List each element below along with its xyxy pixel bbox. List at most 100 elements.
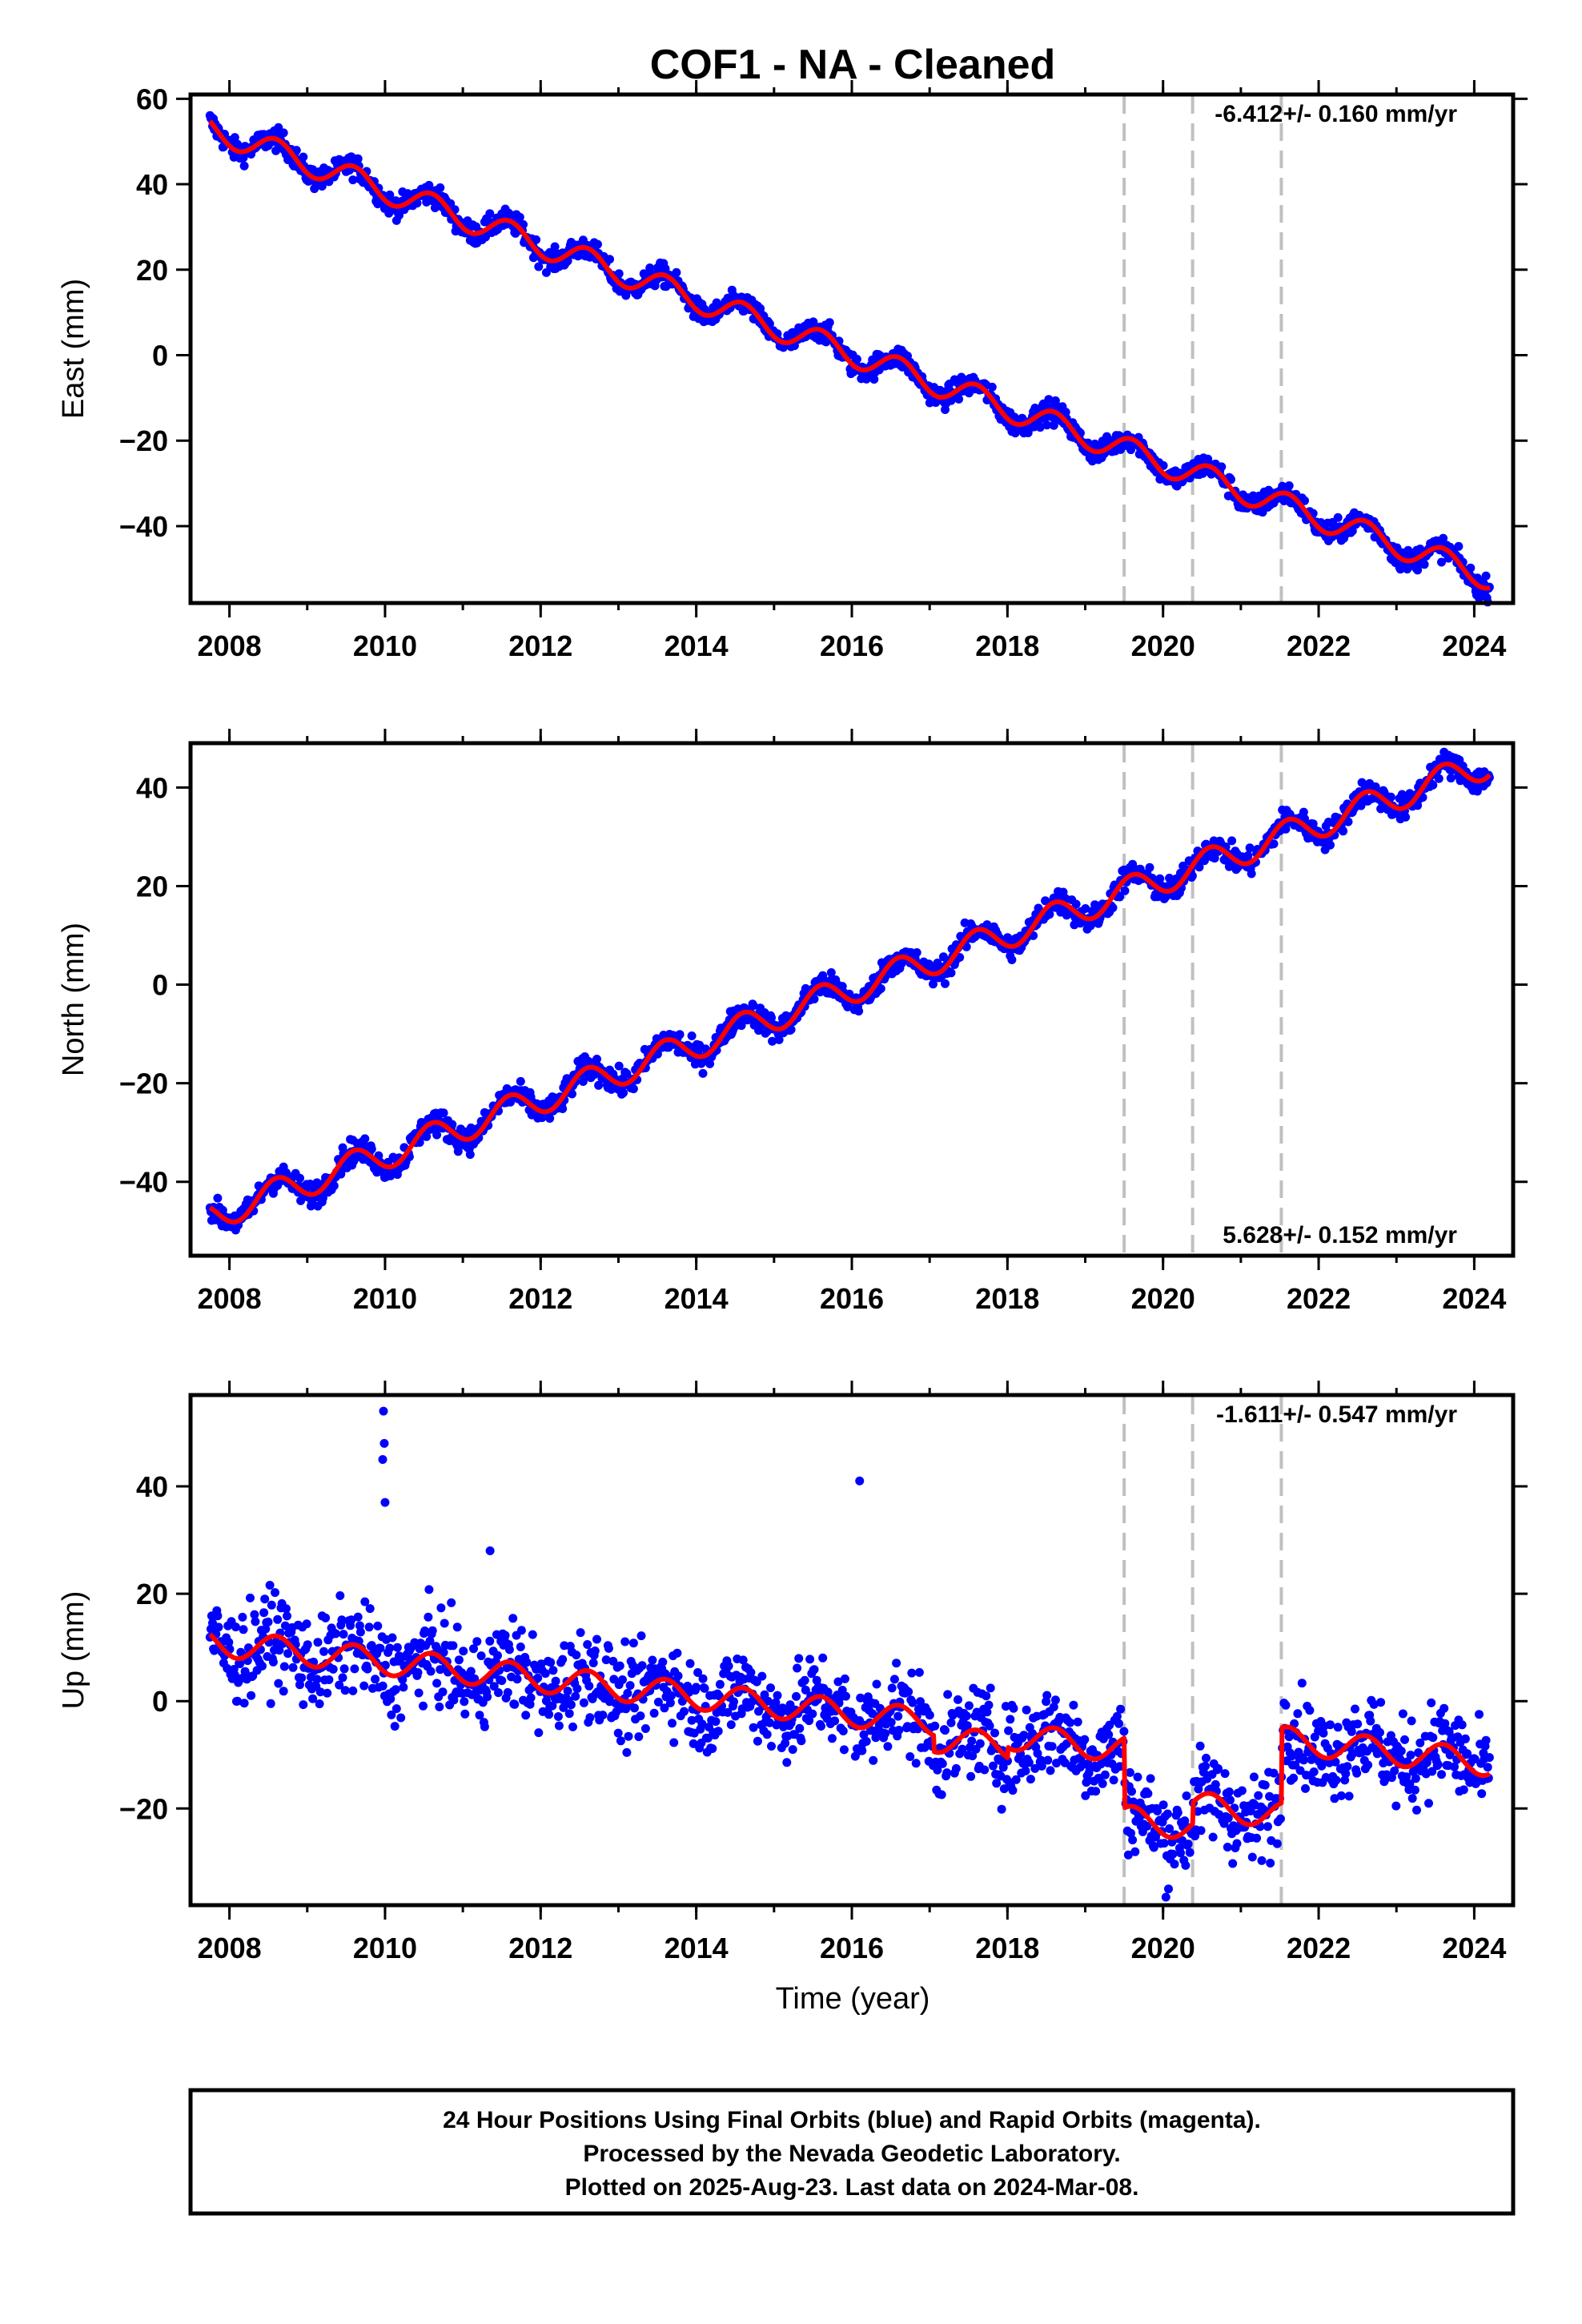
- data-point: [363, 1664, 372, 1674]
- data-point: [1333, 513, 1343, 522]
- data-point: [1263, 1822, 1272, 1831]
- data-point: [852, 355, 861, 364]
- data-point: [448, 1641, 458, 1651]
- data-point: [1401, 812, 1411, 822]
- data-point: [1437, 1770, 1446, 1779]
- data-point: [566, 1700, 576, 1710]
- data-point: [616, 1736, 625, 1746]
- data-point: [512, 1675, 522, 1684]
- data-point: [339, 1630, 348, 1639]
- x-tick-label: 2018: [975, 1932, 1039, 1964]
- data-point: [1009, 1703, 1018, 1713]
- data-point: [715, 1679, 725, 1689]
- data-point: [329, 1181, 339, 1191]
- data-point: [615, 1661, 624, 1671]
- footer-line-2: Processed by the Nevada Geodetic Laborat…: [583, 2141, 1120, 2167]
- data-point: [757, 1671, 767, 1681]
- data-point: [854, 1007, 864, 1016]
- data-point: [288, 1663, 298, 1672]
- data-point: [1344, 1791, 1354, 1801]
- data-point: [1116, 1704, 1126, 1714]
- data-point: [1021, 1766, 1030, 1775]
- data-point: [980, 1765, 990, 1775]
- data-point: [558, 1104, 568, 1113]
- x-tick-label: 2014: [665, 1932, 729, 1964]
- data-point: [1220, 1769, 1230, 1779]
- data-point: [941, 979, 950, 988]
- data-point: [353, 1612, 363, 1622]
- data-point: [1281, 1700, 1291, 1710]
- data-point: [1301, 1783, 1310, 1793]
- data-point: [1249, 1772, 1259, 1782]
- data-point: [528, 1630, 537, 1639]
- data-point: [658, 1657, 668, 1667]
- data-point: [350, 1664, 359, 1674]
- data-point: [619, 1088, 628, 1098]
- data-point: [485, 209, 495, 219]
- data-point: [1483, 1763, 1492, 1772]
- data-point: [907, 1668, 917, 1678]
- data-point: [762, 1730, 772, 1739]
- data-point: [1343, 1762, 1352, 1771]
- data-point: [630, 1703, 639, 1713]
- data-point: [1120, 886, 1130, 895]
- data-point: [883, 1742, 893, 1751]
- y-tick-label: 20: [136, 870, 168, 903]
- data-point: [1460, 1734, 1470, 1743]
- data-point: [291, 146, 301, 155]
- data-point: [550, 242, 560, 251]
- data-point: [1352, 1768, 1362, 1778]
- outlier-point: [379, 1438, 389, 1448]
- data-point: [319, 1647, 328, 1656]
- data-point: [1217, 462, 1227, 472]
- data-point: [590, 1647, 600, 1655]
- data-point: [493, 1651, 502, 1660]
- y-tick-label: 0: [152, 1685, 168, 1718]
- data-point: [668, 1719, 677, 1728]
- data-point: [1162, 1809, 1172, 1819]
- data-point: [830, 1716, 840, 1726]
- data-point: [268, 1657, 278, 1667]
- data-point: [1407, 1716, 1416, 1726]
- data-point: [1412, 1805, 1421, 1815]
- data-point: [516, 1626, 526, 1635]
- data-point: [359, 1681, 369, 1691]
- data-point: [378, 1681, 387, 1691]
- data-point: [353, 154, 363, 163]
- data-point: [711, 1717, 721, 1727]
- data-point: [534, 262, 544, 271]
- data-point: [1477, 1789, 1487, 1799]
- data-point: [414, 1688, 424, 1698]
- data-point: [584, 1681, 594, 1691]
- data-point: [526, 1693, 536, 1703]
- data-point: [1333, 1723, 1343, 1732]
- data-point: [1406, 1751, 1415, 1760]
- data-point: [904, 1687, 913, 1696]
- data-point: [990, 1728, 999, 1738]
- x-tick-label: 2016: [820, 1282, 884, 1315]
- data-point: [274, 1679, 283, 1688]
- data-point: [1309, 1767, 1319, 1776]
- data-point: [1035, 423, 1045, 432]
- data-point: [675, 1030, 685, 1039]
- data-point: [800, 1675, 809, 1685]
- data-point: [951, 1763, 961, 1773]
- data-point: [460, 1697, 469, 1707]
- outlier-point: [380, 1498, 390, 1507]
- data-point: [515, 212, 524, 222]
- data-point: [954, 1695, 962, 1704]
- data-point: [303, 1640, 312, 1650]
- data-point: [773, 1691, 782, 1700]
- data-point: [1004, 1726, 1014, 1735]
- data-point: [680, 1707, 689, 1716]
- data-point: [1339, 826, 1348, 836]
- data-point: [1114, 1719, 1123, 1728]
- data-point: [572, 1684, 582, 1694]
- data-point: [516, 1642, 525, 1651]
- data-point: [355, 1627, 365, 1637]
- data-point: [946, 1718, 956, 1727]
- data-point: [432, 1679, 442, 1688]
- data-point: [766, 1683, 775, 1693]
- data-point: [335, 1591, 345, 1600]
- data-point: [808, 1709, 817, 1719]
